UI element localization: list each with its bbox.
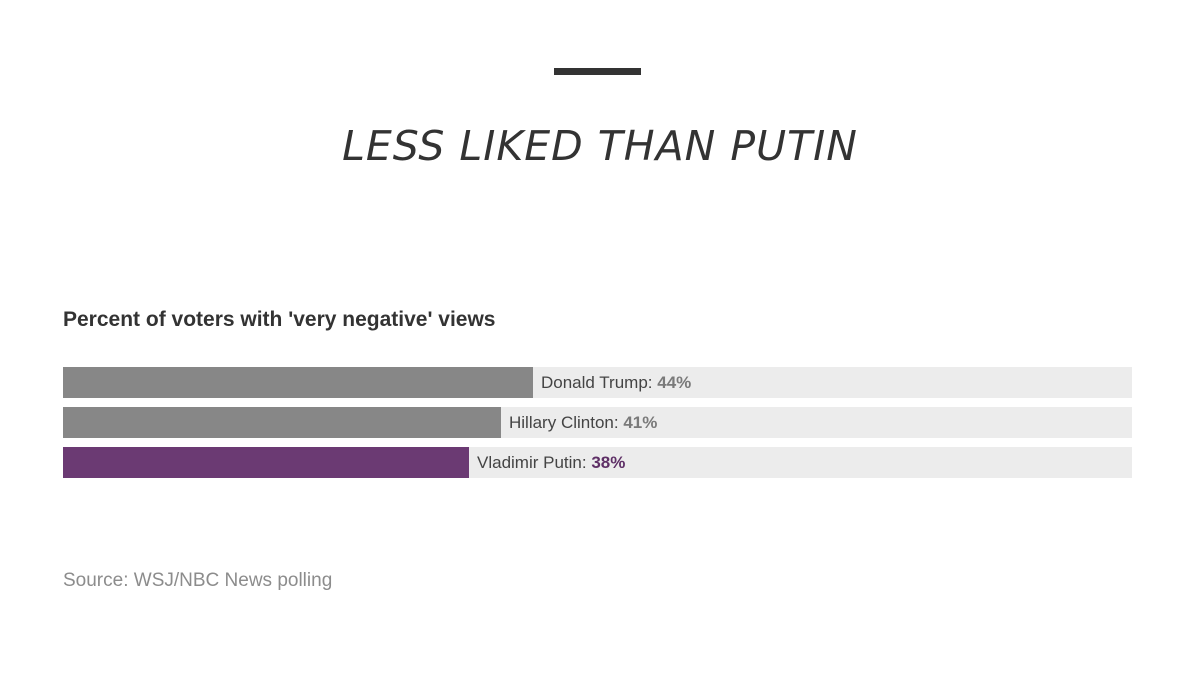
category-label: Hillary Clinton: xyxy=(509,413,624,432)
source-note: Source: WSJ/NBC News polling xyxy=(63,570,333,591)
bar-track: Donald Trump: 44% xyxy=(63,367,1132,398)
bar-label: Hillary Clinton: 41% xyxy=(509,407,657,438)
bar-track: Hillary Clinton: 41% xyxy=(63,407,1132,438)
bar-track: Vladimir Putin: 38% xyxy=(63,447,1132,478)
bar xyxy=(63,367,533,398)
bar xyxy=(63,447,469,478)
value-label: 41% xyxy=(623,413,658,432)
bar-label: Vladimir Putin: 38% xyxy=(477,447,625,478)
chart-title: Percent of voters with 'very negative' v… xyxy=(63,308,496,331)
value-label: 44% xyxy=(657,373,692,392)
headline: LESS LIKED THAN PUTIN xyxy=(342,122,858,170)
value-label: 38% xyxy=(591,453,626,472)
top-rule xyxy=(554,68,641,75)
bar-label: Donald Trump: 44% xyxy=(541,367,691,398)
bar xyxy=(63,407,501,438)
category-label: Vladimir Putin: xyxy=(477,453,592,472)
category-label: Donald Trump: xyxy=(541,373,658,392)
